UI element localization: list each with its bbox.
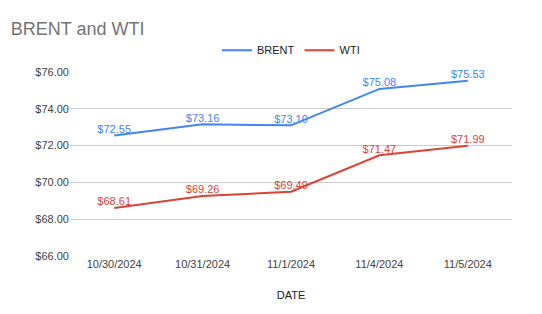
svg-text:10/31/2024: 10/31/2024 bbox=[175, 258, 230, 270]
svg-text:$68.61: $68.61 bbox=[97, 195, 131, 207]
svg-text:$71.47: $71.47 bbox=[363, 143, 397, 155]
svg-text:$73.10: $73.10 bbox=[274, 113, 308, 125]
svg-text:WTI: WTI bbox=[340, 44, 360, 56]
svg-text:$75.08: $75.08 bbox=[363, 76, 397, 88]
svg-text:$76.00: $76.00 bbox=[35, 66, 69, 78]
svg-text:$69.26: $69.26 bbox=[186, 183, 220, 195]
svg-text:BRENT: BRENT bbox=[257, 44, 295, 56]
svg-text:11/5/2024: 11/5/2024 bbox=[444, 258, 492, 270]
svg-text:$68.00: $68.00 bbox=[35, 213, 69, 225]
svg-text:DATE: DATE bbox=[277, 289, 306, 301]
svg-text:$72.55: $72.55 bbox=[97, 123, 131, 135]
svg-text:11/1/2024: 11/1/2024 bbox=[267, 258, 315, 270]
svg-text:BRENT and WTI: BRENT and WTI bbox=[11, 19, 145, 39]
svg-text:$66.00: $66.00 bbox=[35, 250, 69, 262]
svg-text:11/4/2024: 11/4/2024 bbox=[355, 258, 403, 270]
svg-text:$69.49: $69.49 bbox=[274, 179, 308, 191]
svg-text:$71.99: $71.99 bbox=[451, 133, 485, 145]
svg-text:$70.00: $70.00 bbox=[35, 176, 69, 188]
svg-text:10/30/2024: 10/30/2024 bbox=[87, 258, 142, 270]
svg-text:$74.00: $74.00 bbox=[35, 103, 69, 115]
svg-text:$75.53: $75.53 bbox=[451, 68, 485, 80]
svg-text:$73.16: $73.16 bbox=[186, 112, 220, 124]
svg-text:$72.00: $72.00 bbox=[35, 139, 69, 151]
